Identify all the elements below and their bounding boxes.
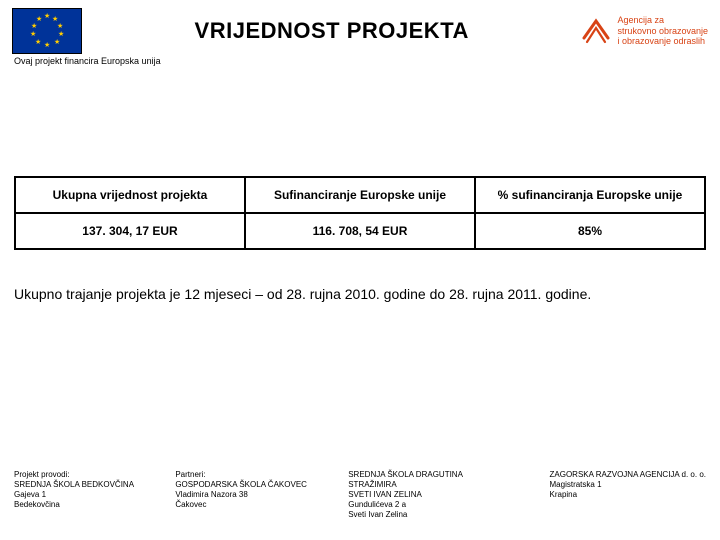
th-cofinance: Sufinanciranje Europske unije — [245, 177, 475, 213]
fc3-l3: Gundulićeva 2 a — [348, 500, 508, 510]
fc4-l2: Magistratska 1 — [550, 480, 707, 490]
fc3-l2: SVETI IVAN ZELINA — [348, 490, 508, 500]
fc1-l3: Gajeva 1 — [14, 490, 134, 500]
fc1-l4: Bedekovčina — [14, 500, 134, 510]
fc4-l3: Krapina — [550, 490, 707, 500]
footer: Projekt provodi: SREDNJA ŠKOLA BEDKOVČIN… — [14, 470, 706, 520]
agency-text: Agencija za strukovno obrazovanje i obra… — [617, 15, 708, 46]
footer-col-3: SREDNJA ŠKOLA DRAGUTINA STRAŽIMIRA SVETI… — [348, 470, 508, 520]
td-cofinance: 116. 708, 54 EUR — [245, 213, 475, 249]
th-percent: % sufinanciranja Europske unije — [475, 177, 705, 213]
eu-flag-icon: ★ ★ ★ ★ ★ ★ ★ ★ ★ ★ — [12, 8, 82, 54]
header-subnote: Ovaj projekt financira Europska unija — [0, 54, 720, 66]
agency-logo-icon — [581, 16, 611, 46]
fc2-l2: GOSPODARSKA ŠKOLA ČAKOVEC — [175, 480, 307, 490]
fc2-l3: Vladimira Nazora 38 — [175, 490, 307, 500]
footer-col-2: Partneri: GOSPODARSKA ŠKOLA ČAKOVEC Vlad… — [175, 470, 307, 520]
fc3-l1: SREDNJA ŠKOLA DRAGUTINA STRAŽIMIRA — [348, 470, 508, 490]
footer-col-4: ZAGORSKA RAZVOJNA AGENCIJA d. o. o. Magi… — [550, 470, 707, 520]
duration-text: Ukupno trajanje projekta je 12 mjeseci –… — [14, 286, 706, 302]
agency-block: Agencija za strukovno obrazovanje i obra… — [581, 15, 708, 46]
th-total: Ukupna vrijednost projekta — [15, 177, 245, 213]
agency-line1: Agencija za — [617, 15, 708, 25]
fc2-l1: Partneri: — [175, 470, 307, 480]
agency-line2: strukovno obrazovanje — [617, 26, 708, 36]
page-title: VRIJEDNOST PROJEKTA — [94, 18, 569, 44]
fc1-l2: SREDNJA ŠKOLA BEDKOVČINA — [14, 480, 134, 490]
fc2-l4: Čakovec — [175, 500, 307, 510]
td-total: 137. 304, 17 EUR — [15, 213, 245, 249]
agency-line3: i obrazovanje odraslih — [617, 36, 708, 46]
value-table: Ukupna vrijednost projekta Sufinanciranj… — [14, 176, 706, 250]
eu-stars-icon: ★ ★ ★ ★ ★ ★ ★ ★ ★ ★ — [29, 13, 65, 49]
header-row: ★ ★ ★ ★ ★ ★ ★ ★ ★ ★ VRIJEDNOST PROJEKTA … — [0, 0, 720, 54]
td-percent: 85% — [475, 213, 705, 249]
footer-col-1: Projekt provodi: SREDNJA ŠKOLA BEDKOVČIN… — [14, 470, 134, 520]
fc4-l1: ZAGORSKA RAZVOJNA AGENCIJA d. o. o. — [550, 470, 707, 480]
fc1-l1: Projekt provodi: — [14, 470, 134, 480]
fc3-l4: Sveti Ivan Zelina — [348, 510, 508, 520]
table-data-row: 137. 304, 17 EUR 116. 708, 54 EUR 85% — [15, 213, 705, 249]
table-header-row: Ukupna vrijednost projekta Sufinanciranj… — [15, 177, 705, 213]
